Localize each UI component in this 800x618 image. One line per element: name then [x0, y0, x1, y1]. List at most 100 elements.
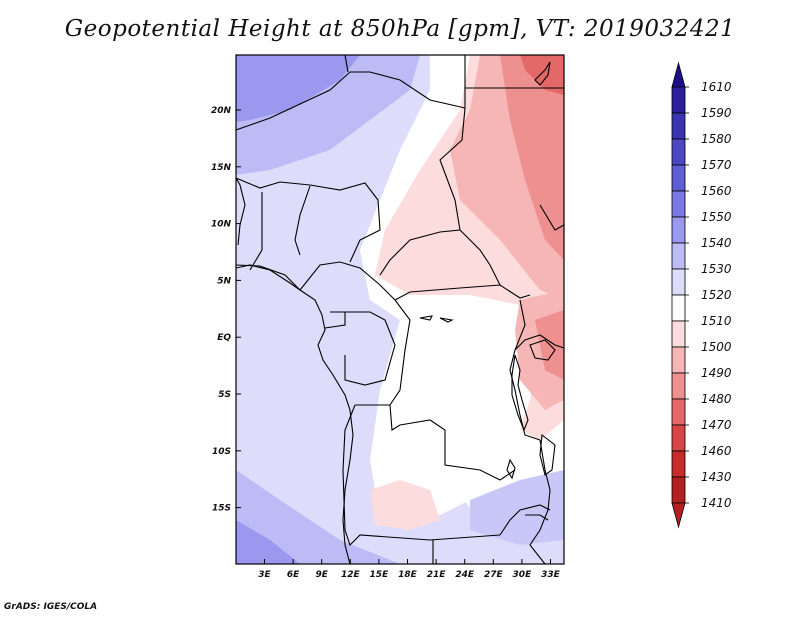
colorbar-swatch — [671, 138, 686, 166]
lon-tick-label: 21E — [427, 570, 447, 580]
lon-tick-label: 30E — [513, 570, 533, 580]
border-line — [389, 404, 516, 481]
latitude-axis: 20N 15N 10N 5N EQ 5S 10S 15S — [211, 106, 241, 514]
colorbar-label: 1590 — [701, 106, 732, 120]
lon-tick-label: 9E — [315, 570, 328, 580]
colorbar-label: 1580 — [701, 132, 732, 146]
map-title: Geopotential Height at 850hPa [gpm], VT:… — [64, 16, 736, 42]
lake-outline — [419, 315, 433, 321]
colorbar-label: 1520 — [701, 288, 732, 302]
lat-tick-label: 15N — [211, 163, 232, 173]
colorbar-label: 1430 — [701, 470, 732, 484]
lon-tick-label: 24E — [455, 570, 475, 580]
colorbar-swatch — [671, 398, 686, 426]
border-line — [539, 204, 564, 231]
border-line — [379, 55, 466, 276]
border-line — [236, 261, 396, 301]
grads-credit: GrADS: IGES/COLA — [4, 602, 98, 612]
colorbar: 1610 1590 1580 1570 1560 1550 1540 1530 1520 1510… — [671, 61, 732, 529]
country-borders — [236, 55, 564, 564]
colorbar-label: 1540 — [701, 236, 732, 250]
colorbar-swatch — [671, 294, 686, 322]
field-region-1530-south — [236, 470, 400, 564]
lake-outline — [529, 339, 556, 361]
lake-outline — [511, 354, 529, 432]
border-line — [236, 71, 466, 131]
border-line — [394, 284, 531, 301]
colorbar-swatch — [671, 190, 686, 218]
border-line — [355, 299, 411, 406]
coastline — [534, 61, 551, 86]
border-line — [459, 229, 501, 286]
colorbar-label: 1570 — [701, 158, 732, 172]
colorbar-label: 1480 — [701, 392, 732, 406]
colorbar-bottom-arrow — [671, 502, 686, 529]
lat-tick-label: 5N — [217, 276, 231, 286]
colorbar-swatch — [671, 242, 686, 270]
colorbar-label: 1560 — [701, 184, 732, 198]
colorbar-top-arrow — [671, 61, 686, 88]
longitude-axis: 3E 6E 9E 12E 15E 18E 21E 24E 27E 30E 33E — [258, 559, 561, 580]
border-line — [344, 55, 349, 73]
geopotential-field — [236, 55, 564, 564]
field-region-1540-south — [236, 520, 300, 564]
lon-tick-label: 18E — [398, 570, 418, 580]
lake-outline — [439, 317, 454, 323]
border-line — [249, 192, 263, 271]
lat-tick-label: 10S — [212, 447, 231, 457]
colorbar-swatch — [671, 86, 686, 114]
lon-tick-label: 33E — [541, 570, 561, 580]
lat-tick-label: 5S — [218, 390, 231, 400]
lake-outline — [539, 433, 556, 476]
lon-tick-label: 27E — [484, 570, 504, 580]
field-region-1510 — [360, 55, 540, 520]
colorbar-label: 1460 — [701, 444, 732, 458]
coastline — [236, 177, 246, 246]
colorbar-label: 1470 — [701, 418, 732, 432]
lake-outline — [506, 458, 516, 480]
colorbar-label: 1500 — [701, 340, 732, 354]
coastline — [525, 514, 549, 521]
colorbar-label: 1410 — [701, 496, 732, 510]
field-region-1500-south — [370, 480, 440, 530]
colorbar-label: 1510 — [701, 314, 732, 328]
border-line — [529, 439, 551, 564]
lat-tick-label: EQ — [217, 333, 231, 343]
colorbar-swatch — [671, 476, 686, 504]
lon-tick-label: 3E — [258, 570, 271, 580]
field-region-1470 — [520, 55, 564, 95]
plot-frame — [235, 54, 565, 565]
field-region-1480 — [500, 55, 564, 260]
lon-tick-label: 6E — [287, 570, 300, 580]
border-line — [342, 404, 501, 547]
border-line — [514, 334, 564, 351]
colorbar-label: 1490 — [701, 366, 732, 380]
colorbar-swatch — [671, 346, 686, 374]
colorbar-swatch — [671, 424, 686, 452]
field-region-1540 — [236, 55, 360, 122]
border-line — [324, 311, 346, 329]
colorbar-label: 1610 — [701, 80, 732, 94]
colorbar-swatch — [671, 320, 686, 348]
border-line — [294, 185, 311, 256]
colorbar-label: 1530 — [701, 262, 732, 276]
colorbar-swatch — [671, 372, 686, 400]
lat-tick-label: 15S — [212, 504, 231, 514]
field-region-1530-southeast — [470, 470, 564, 545]
coastline — [236, 264, 354, 564]
lat-tick-label: 20N — [211, 106, 232, 116]
lon-tick-label: 15E — [370, 570, 390, 580]
colorbar-swatch — [671, 450, 686, 478]
colorbar-label: 1550 — [701, 210, 732, 224]
colorbar-swatch — [671, 112, 686, 140]
border-line — [344, 311, 396, 386]
lat-tick-label: 10N — [211, 220, 232, 230]
colorbar-swatch — [671, 268, 686, 296]
colorbar-swatch — [671, 164, 686, 192]
field-region-1520 — [236, 55, 564, 564]
border-line — [236, 177, 381, 263]
colorbar-swatch — [671, 216, 686, 244]
lon-tick-label: 12E — [341, 570, 361, 580]
border-line — [499, 504, 551, 536]
